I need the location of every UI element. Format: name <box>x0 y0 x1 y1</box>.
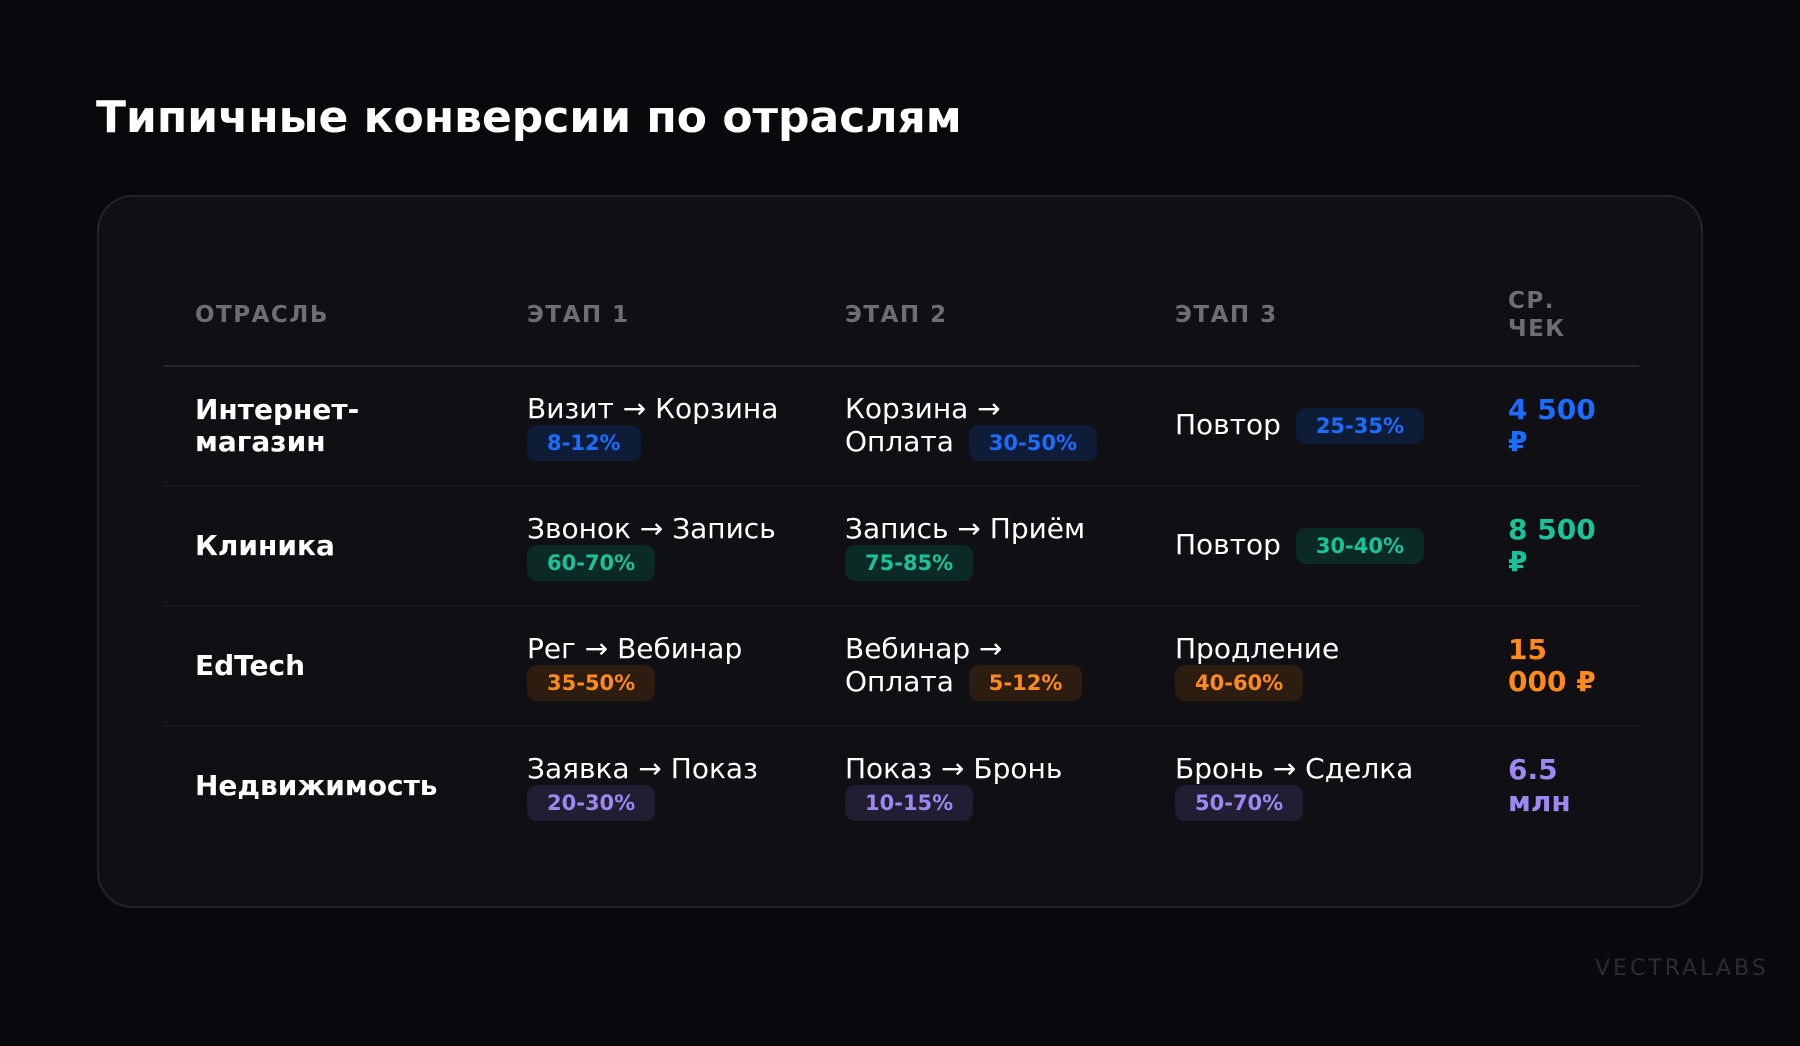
stage-label: Запись → Приём <box>845 511 1086 545</box>
stage-label: Заявка → Показ <box>527 751 758 785</box>
stage-label: Оплата <box>845 664 954 698</box>
table-row: EdTech Рег → Вебинар 35-50% Вебинар → Оп… <box>163 606 1639 727</box>
stage-label: Звонок → Запись <box>527 511 776 545</box>
stage3-cell: Бронь → Сделка 50-70% <box>1143 726 1476 845</box>
stage3-cell: Повтор 25-35% <box>1143 366 1476 487</box>
rate-badge: 50-70% <box>1175 784 1304 821</box>
rate-badge: 25-35% <box>1295 408 1425 444</box>
brand-watermark: VECTRALABS <box>1595 956 1769 981</box>
stage-label: Оплата <box>845 424 954 458</box>
industry-cell: Недвижимость <box>195 769 438 802</box>
avg-check-cell: 6.5 млн <box>1508 753 1571 818</box>
avg-check-cell: 8 500 ₽ <box>1476 486 1639 607</box>
avg-check-cell: 15 000 ₽ <box>1476 606 1639 727</box>
stage-label: Показ → Бронь <box>845 751 1063 785</box>
stage3-cell: Повтор 30-40% <box>1143 486 1476 607</box>
stage2-cell: Вебинар → Оплата 5-12% <box>813 606 1143 727</box>
header-stage1: ЭТАП 1 <box>495 267 813 367</box>
industry-cell: EdTech <box>163 606 495 727</box>
stage1-cell: Заявка → Показ 20-30% <box>495 726 813 845</box>
industry-cell: Клиника <box>163 486 495 607</box>
table-row: Клиника Звонок → Запись 60-70% Запись → … <box>163 486 1639 607</box>
header-industry: ОТРАСЛЬ <box>163 267 495 367</box>
rate-badge: 10-15% <box>845 784 974 821</box>
page-title: Типичные конверсии по отраслям <box>96 92 962 143</box>
stage-label: Рег → Вебинар <box>527 631 743 665</box>
rate-badge: 30-40% <box>1295 528 1425 564</box>
stage1-cell: Визит → Корзина 8-12% <box>495 366 813 487</box>
avg-check-cell: 4 500 ₽ <box>1476 366 1639 487</box>
stage-label: Повтор <box>1175 408 1281 441</box>
table-header-row: ОТРАСЛЬ ЭТАП 1 ЭТАП 2 ЭТАП 3 СР. ЧЕК <box>163 267 1639 367</box>
stage3-cell: Продление 40-60% <box>1143 606 1476 727</box>
conversion-table-card: ОТРАСЛЬ ЭТАП 1 ЭТАП 2 ЭТАП 3 СР. ЧЕК Инте… <box>97 195 1703 908</box>
rate-badge: 20-30% <box>527 784 656 821</box>
conversion-table: ОТРАСЛЬ ЭТАП 1 ЭТАП 2 ЭТАП 3 СР. ЧЕК Инте… <box>163 267 1639 845</box>
stage-label: Повтор <box>1175 528 1281 561</box>
header-stage2: ЭТАП 2 <box>813 267 1143 367</box>
stage-label: Вебинар → <box>845 631 1003 665</box>
table-row: Недвижимость Заявка → Показ 20-30% Показ… <box>163 726 1639 845</box>
stage2-cell: Запись → Приём 75-85% <box>813 486 1143 607</box>
rate-badge: 35-50% <box>527 664 656 701</box>
industry-cell: Интернет-магазин <box>163 366 495 487</box>
stage2-cell: Показ → Бронь 10-15% <box>813 726 1143 845</box>
stage1-cell: Звонок → Запись 60-70% <box>495 486 813 607</box>
table-row: Интернет-магазин Визит → Корзина 8-12% К… <box>163 366 1639 487</box>
rate-badge: 5-12% <box>968 664 1083 701</box>
rate-badge: 8-12% <box>527 424 641 461</box>
header-stage3: ЭТАП 3 <box>1143 267 1476 367</box>
stage-label: Корзина → <box>845 391 1001 425</box>
header-avg-check: СР. ЧЕК <box>1476 267 1639 367</box>
stage-label: Продление <box>1175 631 1340 665</box>
rate-badge: 30-50% <box>968 424 1097 461</box>
rate-badge: 75-85% <box>845 544 974 581</box>
stage2-cell: Корзина → Оплата 30-50% <box>813 366 1143 487</box>
stage-label: Бронь → Сделка <box>1175 751 1414 785</box>
stage1-cell: Рег → Вебинар 35-50% <box>495 606 813 727</box>
stage-label: Визит → Корзина <box>527 391 779 425</box>
rate-badge: 60-70% <box>527 544 656 581</box>
rate-badge: 40-60% <box>1175 664 1304 701</box>
